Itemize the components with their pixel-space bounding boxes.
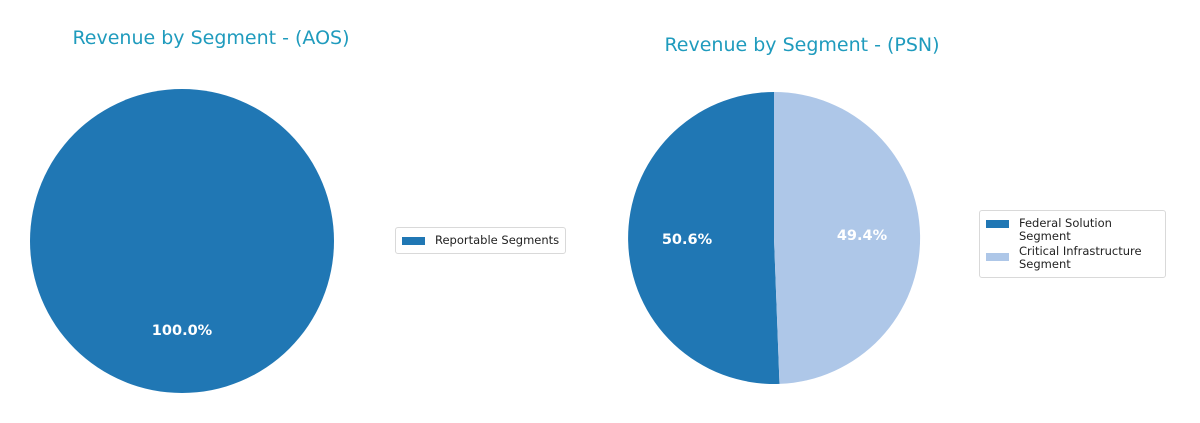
aos-slice-label-reportable: 100.0% [151, 323, 213, 339]
psn-chart-title: Revenue by Segment - (PSN) [664, 34, 940, 56]
legend-swatch-icon [402, 236, 425, 245]
aos-legend: Reportable Segments [395, 227, 567, 254]
legend-label: Critical Infrastructure Segment [1019, 244, 1142, 271]
psn-slice-label-critical: 49.4% [836, 228, 888, 244]
psn-legend-item-federal-solution: Federal Solution Segment [986, 217, 1159, 243]
legend-label: Federal Solution Segment [1019, 216, 1112, 243]
aos-slice-reportable-segments [30, 89, 334, 393]
psn-slice-critical-infrastructure [774, 91, 921, 384]
psn-legend-item-critical-infrastructure: Critical Infrastructure Segment [986, 245, 1159, 271]
psn-slice-label-federal: 50.6% [661, 232, 713, 248]
psn-slice-federal-solution [628, 92, 780, 384]
psn-legend: Federal Solution Segment Critical Infras… [979, 210, 1166, 278]
aos-legend-item-reportable-segments: Reportable Segments [402, 234, 559, 247]
legend-label: Reportable Segments [435, 233, 560, 247]
legend-swatch-icon [986, 253, 1009, 261]
legend-swatch-icon [986, 219, 1009, 228]
aos-chart-title: Revenue by Segment - (AOS) [72, 27, 350, 49]
